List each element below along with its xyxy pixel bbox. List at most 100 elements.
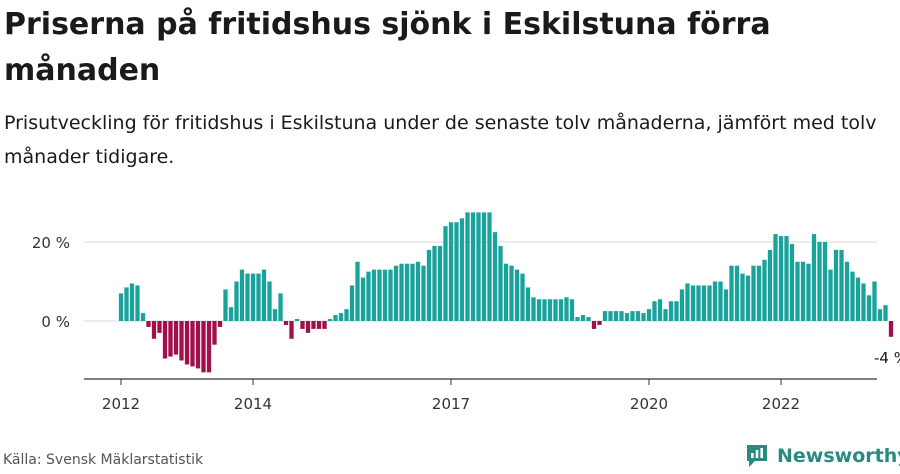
bar [597,321,602,325]
bar [850,271,855,321]
bar [520,273,525,321]
bar [586,317,591,321]
bar [679,289,685,321]
bar [872,281,877,321]
bar [602,311,608,321]
bar [476,212,481,321]
bar [245,273,250,321]
bar [410,263,415,321]
x-tick-label: 2014 [234,395,272,413]
bar [459,218,465,321]
bar [888,321,894,337]
bar [723,289,729,321]
bar [734,265,740,321]
bar [212,321,217,345]
bar [289,321,294,339]
bar [690,285,696,321]
bar [267,281,272,321]
bar [811,234,817,321]
bar [503,263,509,321]
source-note: Källa: Svensk Mäklarstatistik [3,452,204,468]
bar [327,319,333,321]
bar [344,309,349,321]
bar [707,285,712,321]
bar [575,317,580,321]
bar [190,321,195,367]
bar [492,232,498,321]
value-annotation: -4 % [874,349,900,367]
bar [470,212,476,321]
bar [828,269,833,321]
bar [272,309,278,321]
bar [234,281,239,321]
bar [338,313,344,321]
bar [173,321,179,355]
bar [366,271,371,321]
bar [151,321,157,339]
bar [745,275,751,321]
bar [806,263,811,321]
bar [833,249,839,321]
bar [635,311,641,321]
bar [179,321,184,361]
bar [201,321,206,373]
bar [509,265,514,321]
bar [657,299,663,321]
bar [118,293,124,321]
bar [146,321,151,327]
bar [432,245,437,321]
x-tick-label: 2022 [762,395,800,413]
bar [789,243,795,321]
bar [498,245,503,321]
bar [393,265,399,321]
bar [751,265,756,321]
bar [668,301,674,321]
bar [261,269,267,321]
bar [652,301,657,321]
bar [514,269,520,321]
bar [228,307,234,321]
bar [580,315,586,321]
bar [349,285,355,321]
newsworthy-logo-icon [747,445,767,467]
bar [206,321,212,373]
bar [294,319,300,321]
bar [195,321,201,369]
bar [415,261,421,321]
bar [217,321,223,327]
bar [536,299,542,321]
bar [547,299,553,321]
bar [135,285,140,321]
bar [740,273,745,321]
bar [525,287,531,321]
bar [800,261,806,321]
bar [300,321,305,329]
bar [641,313,646,321]
bar [481,212,487,321]
bar [443,226,448,321]
bar [239,269,245,321]
bar [883,305,888,321]
y-tick-label: 0 % [41,313,70,331]
bar [223,289,228,321]
bar [168,321,173,357]
bar [454,222,459,321]
bar [663,309,668,321]
bar [564,297,569,321]
bar [465,212,470,321]
x-tick-label: 2017 [432,395,470,413]
bar [619,311,624,321]
bar [817,242,822,321]
bar [377,269,382,321]
bar [558,299,564,321]
bar [553,299,558,321]
bar [316,321,322,329]
bar [399,263,404,321]
bar [124,287,129,321]
bar [542,299,547,321]
bar [855,277,861,321]
bar [250,273,256,321]
y-tick-label: 20 % [32,234,70,252]
bar [701,285,707,321]
bar [696,285,701,321]
